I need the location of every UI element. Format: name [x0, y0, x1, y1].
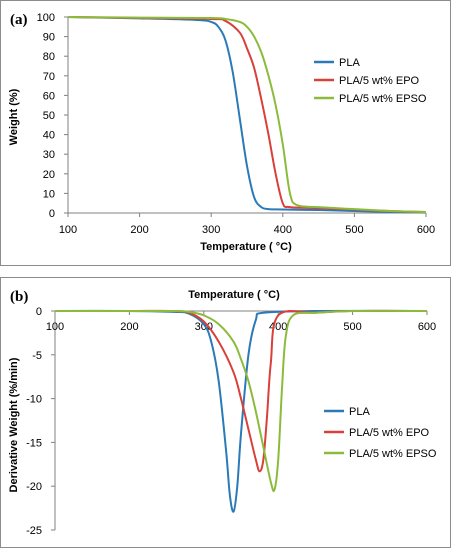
- x-tick-label: 600: [417, 224, 435, 236]
- plot-a: 100 200 300 400 500 600 0 10 20 30 40 50 60 70 80 90 100: [37, 12, 436, 236]
- x-tick-label: 400: [269, 321, 287, 333]
- y-tick-label: 40: [43, 130, 55, 142]
- x-tick-label: 500: [345, 224, 363, 236]
- y-tick-label: 30: [43, 149, 55, 161]
- panel-b-x-axis-title: Temperature ( °C): [188, 289, 280, 301]
- y-tick-label: 80: [43, 51, 55, 63]
- panel-a-x-axis-title: Temperature ( °C): [200, 241, 292, 253]
- x-tick-label: 300: [195, 321, 213, 333]
- x-tick-label: 100: [59, 224, 77, 236]
- legend-label: PLA/5 wt% EPO: [349, 427, 430, 439]
- legend-label: PLA: [339, 57, 360, 69]
- y-tick-label: 100: [37, 12, 55, 24]
- panel-b: (b) 100 200 300 400 500 600 0 -5 -10 -15 -20 -25 PL…: [0, 277, 451, 548]
- y-tick-label: 50: [43, 110, 55, 122]
- legend-label: PLA/5 wt% EPSO: [349, 448, 437, 460]
- y-tick-label: 20: [43, 169, 55, 181]
- panel-a-y-axis-title: Weight (%): [8, 88, 20, 145]
- panel-a-label: (a): [10, 12, 28, 28]
- panel-b-label: (b): [10, 289, 28, 305]
- y-tick-label: -20: [26, 481, 42, 493]
- y-tick-label: -15: [26, 437, 42, 449]
- legend-label: PLA/5 wt% EPSO: [339, 93, 427, 105]
- legend-b: PLA PLA/5 wt% EPO PLA/5 wt% EPSO: [324, 406, 437, 460]
- series-line-b-2: [55, 309, 428, 493]
- legend-label: PLA/5 wt% EPO: [339, 75, 420, 87]
- series-line-a-2: [67, 16, 427, 214]
- x-tick-label: 600: [418, 321, 436, 333]
- panel-b-frame: [0, 277, 451, 548]
- y-tick-label: -25: [26, 525, 42, 537]
- series-line-a-0: [67, 16, 427, 214]
- x-tick-label: 500: [343, 321, 361, 333]
- x-tick-label: 200: [120, 321, 138, 333]
- panel-a-frame: [0, 0, 451, 266]
- y-tick-label: 60: [43, 90, 55, 102]
- panel-b-y-axis-title: Derivative Weight (%/min): [8, 357, 20, 492]
- legend-label: PLA: [349, 406, 370, 418]
- x-tick-label: 200: [130, 224, 148, 236]
- plot-b: 100 200 300 400 500 600 0 -5 -10 -15 -20 -25: [26, 306, 436, 537]
- y-tick-label: -5: [32, 350, 42, 362]
- y-tick-label: 0: [36, 306, 42, 318]
- y-tick-label: -10: [26, 394, 42, 406]
- y-tick-label: 10: [43, 188, 55, 200]
- legend-a: PLA PLA/5 wt% EPO PLA/5 wt% EPSO: [314, 57, 427, 105]
- x-tick-label: 400: [274, 224, 292, 236]
- y-tick-label: 90: [43, 32, 55, 44]
- y-tick-label: 70: [43, 71, 55, 83]
- x-tick-label: 300: [202, 224, 220, 236]
- panel-a: (a) 100 200 300 400 500 600 0 10 20 30 40 50 60 70 80 9…: [0, 0, 451, 266]
- y-tick-label: 0: [49, 208, 55, 220]
- x-tick-label: 100: [46, 321, 64, 333]
